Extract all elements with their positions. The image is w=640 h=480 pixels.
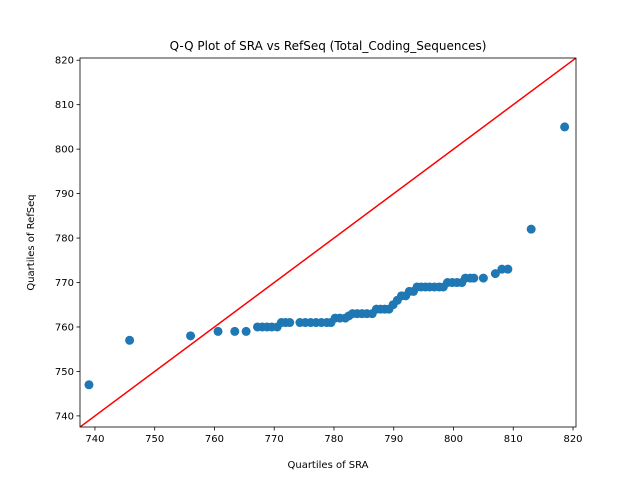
data-point bbox=[213, 326, 223, 336]
data-point bbox=[285, 318, 295, 328]
y-tick-label: 790 bbox=[55, 189, 74, 200]
y-tick-label: 770 bbox=[55, 278, 74, 289]
data-point bbox=[503, 264, 513, 274]
y-tick-label: 780 bbox=[55, 234, 74, 245]
x-tick-label: 780 bbox=[324, 434, 343, 445]
data-point bbox=[125, 335, 135, 345]
y-axis-ticks: 740 750 760 770 780 790 800 810 820 bbox=[55, 56, 80, 422]
data-point bbox=[490, 269, 500, 279]
y-tick-label: 740 bbox=[55, 411, 74, 422]
data-point bbox=[526, 224, 536, 234]
plot-frame bbox=[79, 57, 577, 428]
x-axis-ticks: 740 750 760 770 780 790 800 810 820 bbox=[85, 427, 583, 445]
data-point bbox=[230, 326, 240, 336]
x-tick-label: 800 bbox=[444, 434, 463, 445]
y-tick-label: 810 bbox=[55, 100, 74, 111]
data-point bbox=[560, 122, 570, 132]
x-tick-label: 740 bbox=[85, 434, 104, 445]
x-tick-label: 750 bbox=[145, 434, 164, 445]
x-tick-label: 810 bbox=[504, 434, 523, 445]
y-axis-label: Quartiles of RefSeq bbox=[26, 194, 37, 290]
data-point bbox=[84, 380, 94, 390]
x-tick-label: 790 bbox=[384, 434, 403, 445]
x-tick-label: 770 bbox=[265, 434, 284, 445]
data-point bbox=[478, 273, 488, 283]
y-tick-label: 820 bbox=[55, 56, 74, 67]
plot-content bbox=[80, 58, 576, 427]
y-tick-label: 760 bbox=[55, 322, 74, 333]
data-point bbox=[241, 326, 251, 336]
y-tick-label: 750 bbox=[55, 367, 74, 378]
chart-title: Q-Q Plot of SRA vs RefSeq (Total_Coding_… bbox=[170, 39, 487, 53]
x-axis-label: Quartiles of SRA bbox=[287, 460, 368, 471]
data-point bbox=[186, 331, 196, 341]
x-tick-label: 820 bbox=[563, 434, 582, 445]
y-tick-label: 800 bbox=[55, 145, 74, 156]
data-point bbox=[469, 273, 479, 283]
x-tick-label: 760 bbox=[205, 434, 224, 445]
data-points bbox=[84, 122, 570, 390]
reference-line bbox=[80, 58, 576, 427]
